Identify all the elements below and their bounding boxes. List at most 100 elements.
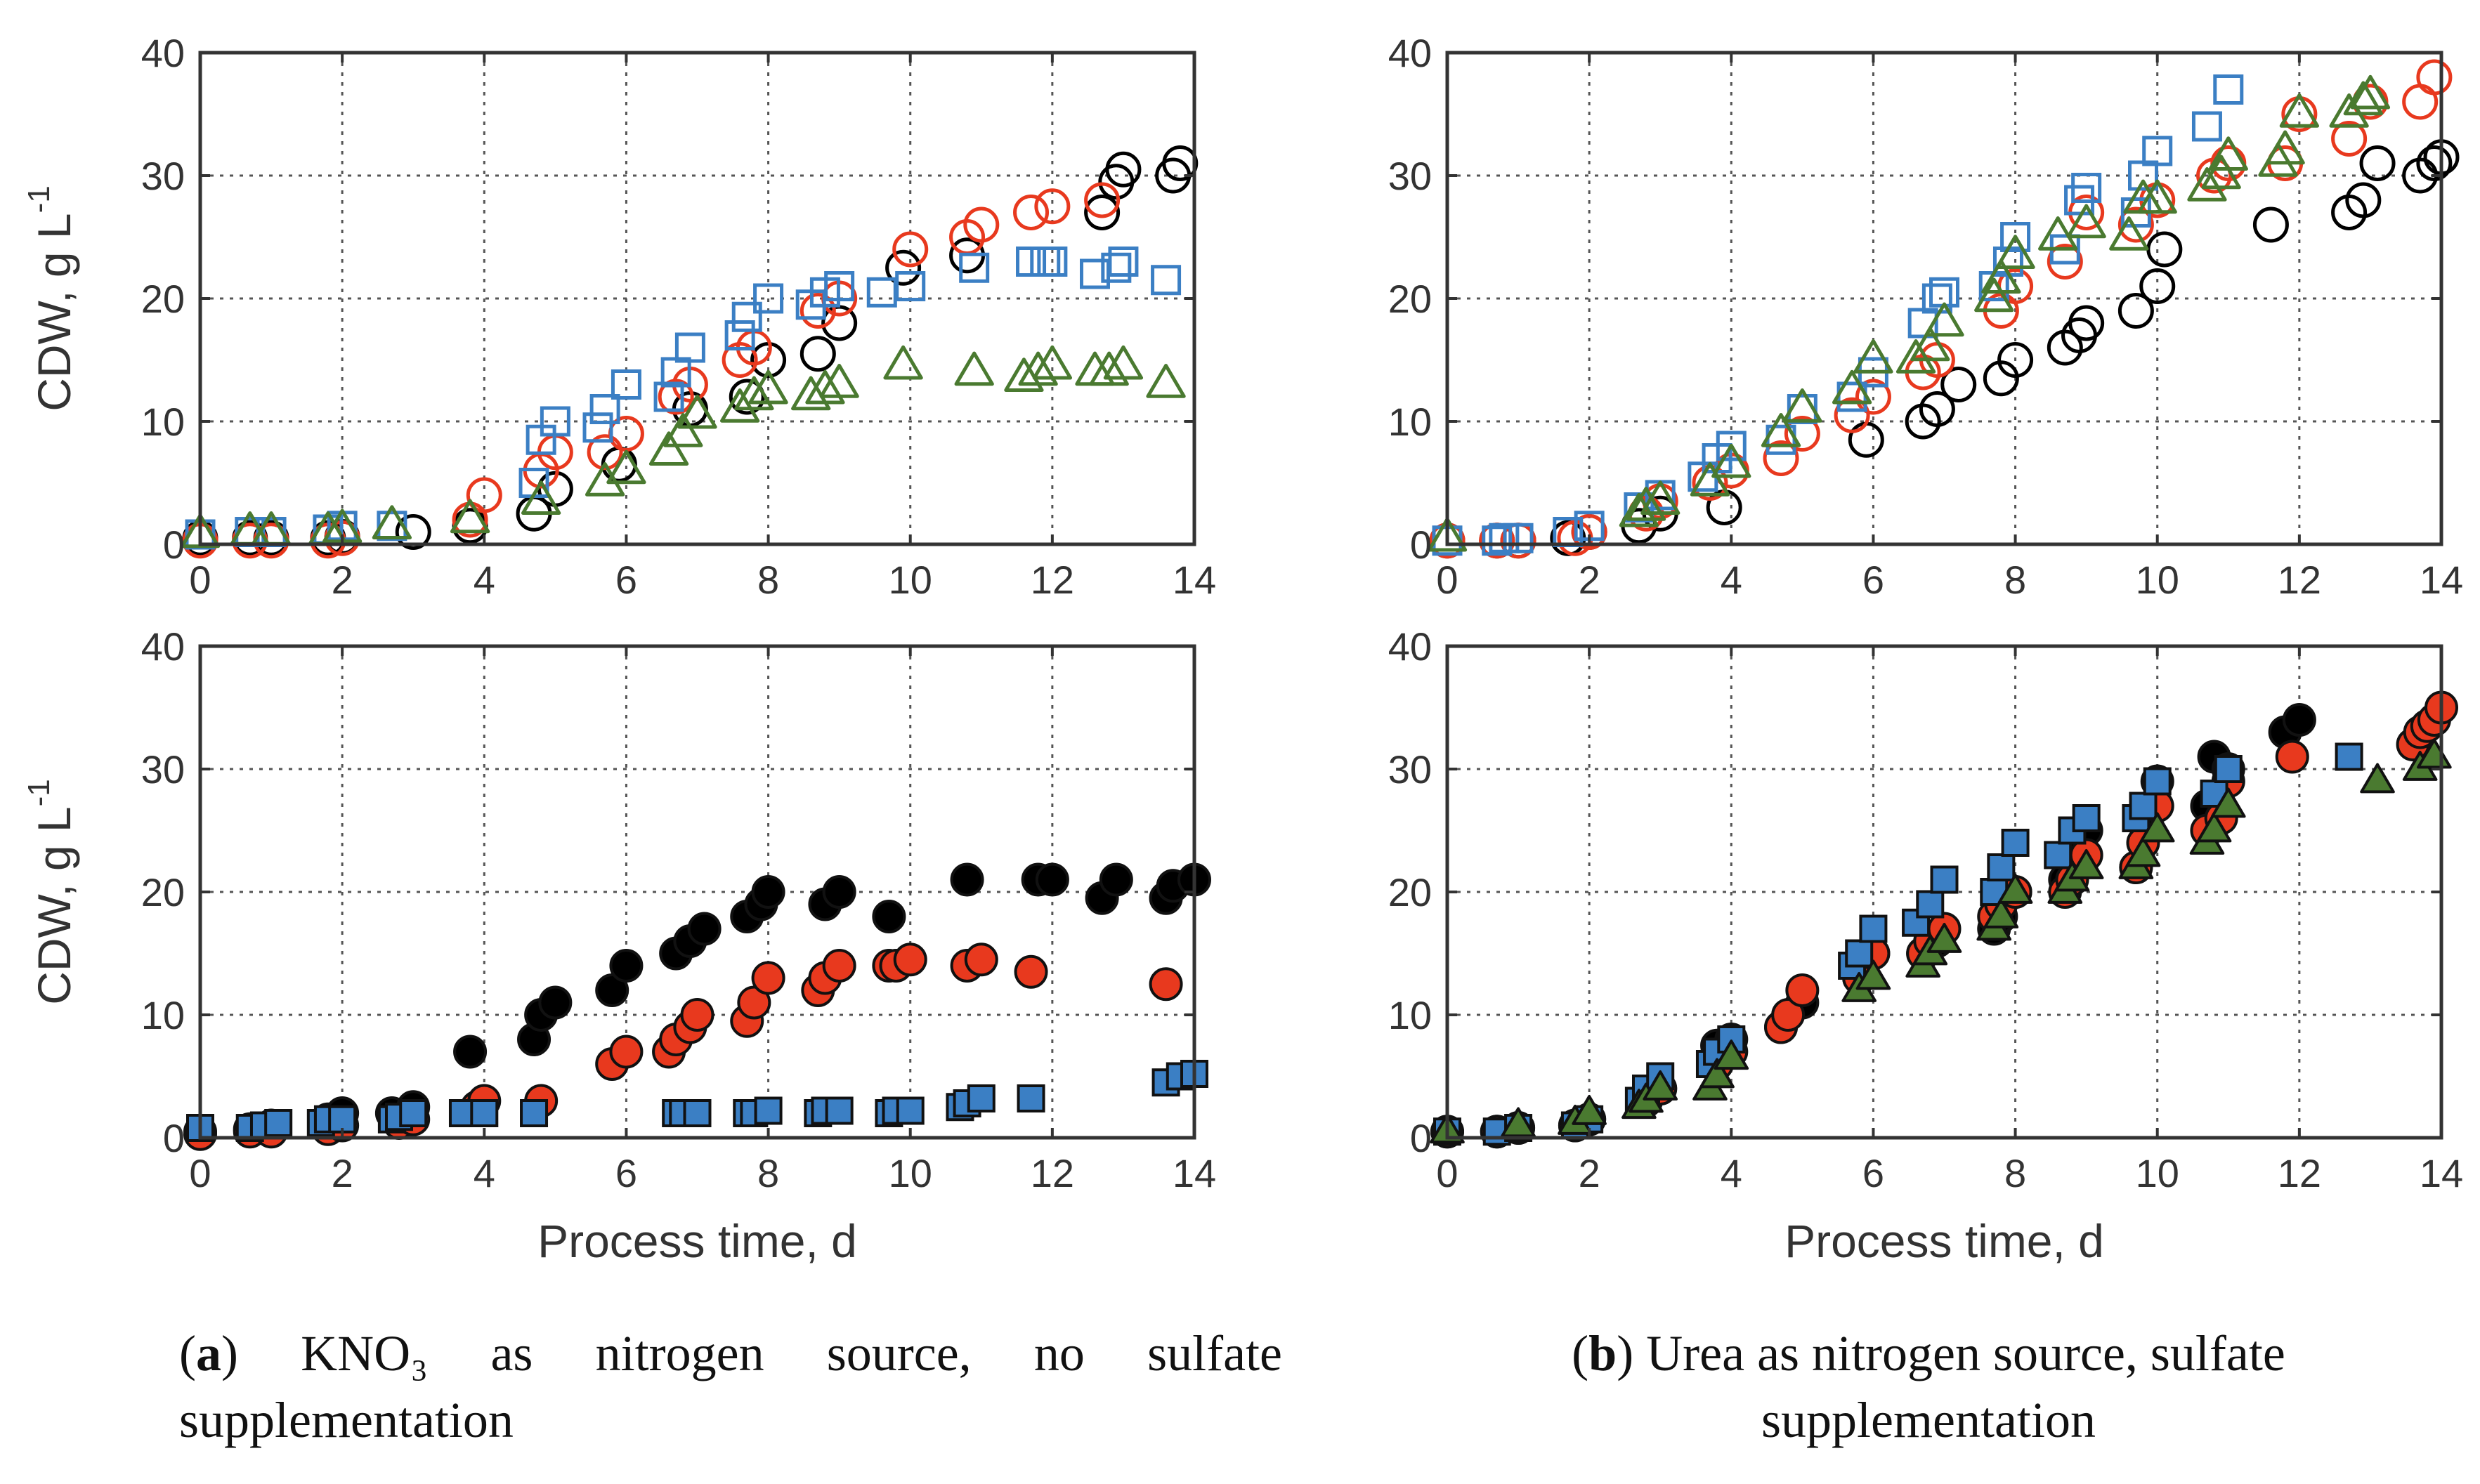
data-point-green (677, 394, 717, 429)
y-tick-label: 30 (1388, 747, 1432, 792)
y-tick-label: 0 (1410, 1116, 1432, 1160)
caption-a: (a) KNO₃ as nitrogen source, no sulfate … (179, 1325, 1282, 1449)
x-tick-label: 8 (757, 1151, 779, 1195)
data-point-blue (724, 320, 755, 350)
data-point-green (1926, 923, 1962, 953)
y-tick-label: 10 (141, 993, 185, 1037)
data-point-green (1572, 1095, 1607, 1125)
data-point-black (1162, 145, 1199, 181)
data-point-blue (470, 1099, 499, 1127)
data-point-black (395, 514, 431, 550)
data-point-green (2360, 763, 2395, 794)
data-point-black (1919, 391, 1955, 427)
data-point-green (954, 351, 994, 386)
x-tick-label: 2 (1579, 1151, 1600, 1195)
data-point-blue (1716, 431, 1747, 461)
data-point-green (805, 369, 845, 405)
data-point-blue (683, 1099, 712, 1127)
x-tick-label: 14 (2420, 1151, 2463, 1195)
data-point-blue (1929, 277, 1959, 308)
data-point-green (2210, 787, 2246, 818)
data-point-black (950, 862, 984, 897)
data-point-green (1690, 462, 1730, 497)
data-point-green (2279, 93, 2320, 128)
data-point-green (1832, 369, 1872, 405)
caption-a-letter: a (195, 1325, 221, 1381)
data-point-green (2350, 74, 2391, 110)
data-point-blue (1101, 252, 1132, 283)
x-tick-label: 10 (889, 1151, 932, 1195)
y-axis-label: CDW, g L-1 (22, 185, 80, 412)
data-point-blue (1845, 939, 1874, 968)
data-point-red (963, 206, 1000, 243)
data-point-red (1571, 514, 1607, 550)
x-tick-label: 0 (189, 558, 211, 602)
x-tick-label: 4 (1721, 558, 1742, 602)
data-point-black (2416, 145, 2453, 181)
data-point-green (748, 369, 788, 405)
y-tick-label: 10 (1388, 400, 1432, 444)
data-point-blue (589, 394, 620, 424)
y-tick-label: 40 (141, 31, 185, 75)
data-point-black (453, 1035, 488, 1069)
data-point-green (1974, 277, 2014, 313)
data-point-blue (2191, 111, 2222, 142)
data-point-red (2275, 740, 2309, 774)
x-tick-label: 8 (757, 558, 779, 602)
data-point-red (680, 998, 714, 1032)
data-point-blue (2143, 767, 2172, 796)
data-point-black (687, 912, 722, 946)
x-tick-label: 14 (1173, 558, 1216, 602)
data-point-green (2137, 179, 2177, 214)
data-point-blue (1916, 890, 1945, 919)
data-point-red (892, 231, 929, 268)
data-point-black (2061, 317, 2098, 353)
data-point-blue (959, 252, 990, 283)
data-point-blue (1987, 853, 2016, 881)
data-point-black (2359, 145, 2396, 181)
y-tick-label: 30 (1388, 154, 1432, 198)
data-point-black (2252, 206, 2289, 243)
data-point-green (2109, 216, 2149, 251)
data-point-red (2402, 84, 2439, 120)
data-point-black (2345, 182, 2382, 218)
data-point-red (949, 219, 986, 255)
data-point-black (2117, 293, 2154, 329)
x-tick-label: 6 (1862, 1151, 1884, 1195)
data-point-black (2068, 305, 2105, 341)
data-point-green (521, 480, 561, 515)
data-point-black (822, 875, 856, 909)
x-tick-label: 6 (615, 1151, 637, 1195)
panel-a-top: 0 2 4 6 8 10 12 14 0 10 20 30 40 CDW, g L-1 (22, 31, 1216, 602)
panel-b-bottom: 0 2 4 6 8 10 12 14 0 10 20 30 40 Process time, d (1388, 624, 2463, 1267)
data-point-green (2038, 216, 2078, 251)
data-point-green (2265, 130, 2305, 165)
x-tick-label: 2 (332, 1151, 353, 1195)
data-point-red (1084, 182, 1121, 218)
x-tick-label: 14 (2420, 558, 2463, 602)
x-tick-label: 12 (1031, 558, 1074, 602)
data-point-blue (824, 271, 855, 301)
data-point-blue (1859, 914, 1888, 943)
data-point-black (1983, 360, 2019, 397)
caption-a-text: KNO₃ as nitrogen source, no sulfate supp… (179, 1325, 1282, 1449)
y-tick-label: 20 (1388, 277, 1432, 321)
data-point-black (538, 985, 573, 1020)
data-point-blue (1482, 525, 1513, 556)
data-point-black (1105, 151, 1142, 188)
y-tick-label: 40 (1388, 31, 1432, 75)
data-point-green (734, 376, 774, 411)
data-point-green (1032, 345, 1073, 380)
x-tick-label: 6 (1862, 558, 1884, 602)
data-point-green (1640, 480, 1680, 515)
x-tick-label: 12 (1031, 1151, 1074, 1195)
data-point-red (1014, 954, 1048, 989)
data-point-green (1619, 492, 1659, 527)
data-point-green (2139, 812, 2175, 843)
data-point-blue (1503, 523, 1534, 553)
y-tick-label: 30 (141, 154, 185, 198)
data-point-green (663, 413, 703, 447)
x-tick-label: 6 (615, 558, 637, 602)
data-point-black (872, 900, 906, 933)
data-point-red (1785, 973, 1820, 1007)
